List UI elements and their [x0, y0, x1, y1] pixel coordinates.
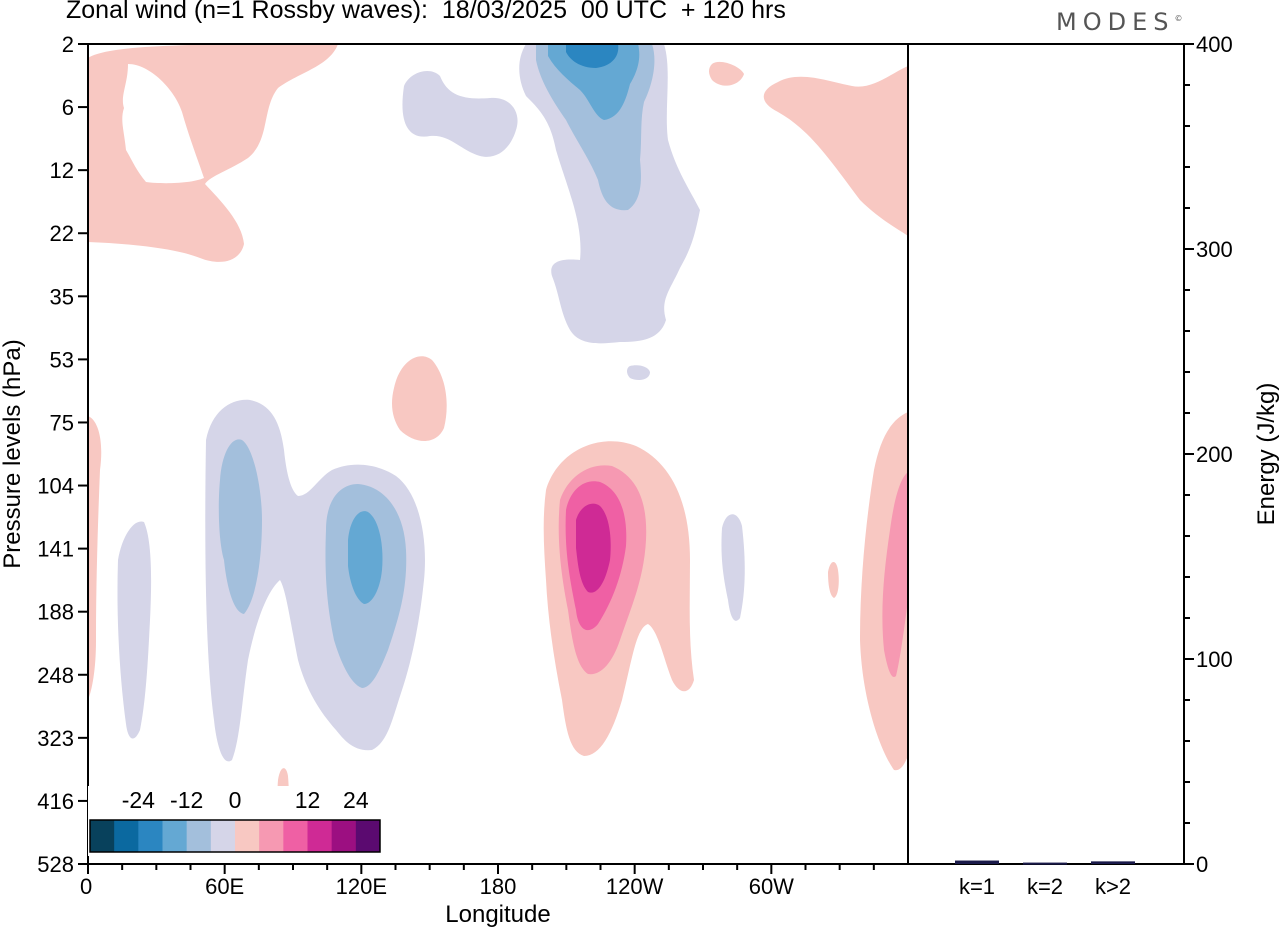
contour-negative-small-right	[721, 514, 745, 621]
energy-bar	[1023, 862, 1067, 865]
contour-positive-small-top	[709, 61, 744, 86]
y-axis-title-left: Pressure levels (hPa)	[0, 339, 26, 568]
colorbar-swatch	[210, 820, 236, 852]
contour-negative-plume-core	[566, 44, 619, 68]
x-tick-label: 60W	[749, 874, 794, 899]
energy-frame	[907, 43, 1185, 865]
colorbar-frame	[89, 819, 381, 853]
y-tick-label: 141	[37, 537, 74, 562]
energy-tick-label: 300	[1196, 237, 1233, 262]
energy-bar	[955, 860, 999, 864]
colorbar-swatch	[138, 820, 163, 852]
colorbar: -24 -12 0 12 24	[88, 786, 382, 856]
contour-negative-blob-upper	[402, 71, 518, 157]
energy-category-label: k=1	[959, 874, 995, 899]
y-axis-title-right: Energy (J/kg)	[1253, 383, 1280, 526]
chart-title: Zonal wind (n=1 Rossby waves): 18/03/202…	[66, 0, 786, 24]
contour-field	[88, 44, 908, 826]
brand-name: MODES	[1056, 8, 1175, 36]
colorbar-label: 0	[229, 787, 242, 813]
contour-positive-central-core	[576, 503, 611, 593]
contour-positive-left-edge	[88, 416, 102, 700]
contour-positive-small-right	[828, 561, 839, 598]
x-tick-label: 60E	[205, 874, 244, 899]
y-tick-label: 22	[50, 221, 74, 246]
energy-category-label: k=2	[1027, 874, 1063, 899]
y-tick-label: 6	[62, 95, 74, 120]
y-tick-label: 104	[37, 474, 74, 499]
x-tick-label: 120W	[606, 874, 664, 899]
contour-positive-blob-53	[392, 356, 447, 441]
y-tick-label: 528	[37, 852, 74, 877]
x-tick-label: 120E	[336, 874, 387, 899]
energy-bar-labels: k=1 k=2 k>2	[959, 874, 1131, 899]
contour-negative-west-core	[348, 511, 383, 604]
colorbar-swatch	[114, 820, 139, 852]
contour-negative-tiny	[627, 365, 650, 380]
x-tick-label: 0	[80, 874, 92, 899]
y-axis-pressure: 2 6 12 22 35 53 75 104 141 188 248 323 416 528	[37, 32, 88, 877]
colorbar-swatch	[259, 820, 284, 852]
y-tick-label: 12	[50, 158, 74, 183]
contour-negative-west-left-lobe	[218, 439, 262, 614]
colorbar-label: -24	[122, 787, 155, 813]
y-tick-label: 35	[50, 284, 74, 309]
y-tick-label: 248	[37, 663, 74, 688]
x-tick-label: 180	[480, 874, 517, 899]
energy-bars	[955, 860, 1135, 865]
energy-tick-label: 100	[1196, 647, 1233, 672]
y-axis-energy: 0 100 200 300 400	[1184, 32, 1233, 877]
energy-category-label: k>2	[1095, 874, 1131, 899]
y-tick-label: 2	[62, 32, 74, 57]
contour-positive-right-edge-p2	[882, 472, 908, 677]
energy-tick-label: 400	[1196, 32, 1233, 57]
y-tick-label: 75	[50, 410, 74, 435]
contour-zero-gap-upper-left	[122, 64, 204, 184]
colorbar-swatch	[355, 820, 381, 852]
brand-mark: ©	[1174, 14, 1183, 23]
energy-bar	[1091, 861, 1135, 864]
brand-logo: MODES©	[1056, 8, 1182, 36]
x-axis-title: Longitude	[445, 901, 550, 928]
colorbar-swatch	[186, 820, 212, 852]
y-tick-label: 53	[50, 347, 74, 372]
colorbar-swatch	[235, 820, 260, 852]
energy-tick-label: 200	[1196, 442, 1233, 467]
y-tick-label: 323	[37, 726, 74, 751]
colorbar-swatch	[283, 820, 308, 852]
x-axis-longitude: 0 60E 120E 180 120W 60W	[80, 864, 875, 899]
colorbar-swatch	[331, 820, 357, 852]
contour-positive-upper-left	[88, 44, 338, 262]
energy-tick-label: 0	[1196, 852, 1208, 877]
contour-positive-upper-right	[763, 66, 908, 236]
colorbar-label: 12	[295, 787, 321, 813]
contour-negative-left-strip	[117, 521, 152, 739]
y-tick-label: 416	[37, 789, 74, 814]
colorbar-swatch	[307, 820, 333, 852]
colorbar-swatch	[90, 820, 115, 852]
colorbar-label: 24	[343, 787, 369, 813]
colorbar-swatch	[162, 820, 188, 852]
colorbar-label: -12	[170, 787, 203, 813]
contour-negative-plume-inner	[548, 44, 640, 120]
y-tick-label: 188	[37, 600, 74, 625]
